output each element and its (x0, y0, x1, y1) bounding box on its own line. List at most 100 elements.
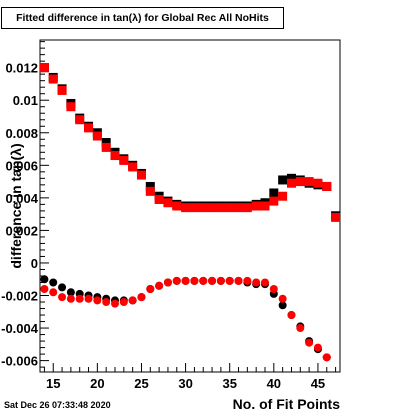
data-point-square (48, 74, 58, 84)
data-point-square (286, 178, 296, 188)
data-point-circle (128, 296, 137, 305)
x-tick-label: 40 (267, 376, 281, 391)
x-tick-label: 35 (222, 376, 236, 391)
data-point-circle (155, 281, 164, 290)
data-points (39, 63, 341, 362)
data-point-square (225, 203, 235, 213)
data-point-circle (225, 276, 234, 285)
data-point-circle (49, 288, 58, 297)
x-tick-label: 15 (46, 376, 60, 391)
data-point-square (92, 131, 102, 141)
data-point-square (242, 203, 252, 213)
data-point-square (84, 123, 94, 133)
data-point-square (163, 198, 173, 208)
data-point-circle (93, 296, 102, 305)
data-point-circle (40, 275, 49, 284)
data-point-square (207, 203, 217, 213)
data-point-circle (252, 278, 261, 287)
data-point-circle (66, 294, 75, 303)
data-point-circle (313, 343, 322, 352)
data-point-square (39, 63, 49, 73)
data-point-circle (216, 276, 225, 285)
data-point-square (251, 201, 261, 211)
data-point-circle (278, 301, 287, 310)
data-point-circle (84, 294, 93, 303)
data-point-circle (58, 283, 67, 292)
timestamp-label: Sat Dec 26 07:33:48 2020 (4, 400, 111, 410)
x-tick-label: 45 (311, 376, 325, 391)
data-point-circle (287, 311, 296, 320)
data-point-circle (234, 276, 243, 285)
x-tick-label: 25 (134, 376, 148, 391)
data-point-circle (305, 338, 314, 347)
data-point-circle (190, 276, 199, 285)
data-point-square (322, 181, 332, 191)
data-point-circle (119, 298, 128, 307)
data-point-circle (58, 293, 67, 302)
data-point-square (119, 155, 129, 165)
y-tick-label: -0.006 (1, 354, 38, 369)
x-tick-label: 30 (178, 376, 192, 391)
y-tick-label: 0.002 (5, 223, 38, 238)
data-point-circle (296, 324, 305, 333)
data-point-square (269, 196, 279, 206)
data-point-circle (322, 353, 331, 362)
data-point-circle (172, 276, 181, 285)
data-point-square (145, 181, 155, 191)
y-tick-label: 0.004 (5, 191, 38, 206)
x-tick-label: 20 (90, 376, 104, 391)
data-point-circle (137, 293, 146, 302)
data-point-square (101, 138, 111, 148)
axis-tick-labels: 15 20 25 30 35 40 45 -0.006 -0.004 -0.002 0 0.002 0.… (1, 61, 325, 391)
data-point-circle (163, 278, 172, 287)
y-tick-label: 0.01 (13, 93, 38, 108)
data-point-square (136, 170, 146, 180)
data-point-circle (261, 278, 269, 287)
data-point-square (66, 102, 76, 112)
y-tick-label: 0.008 (5, 126, 38, 141)
data-point-circle (269, 285, 278, 293)
chart-title: Fitted difference in tan(λ) for Global R… (1, 7, 284, 29)
data-point-circle (278, 294, 287, 303)
data-point-square (198, 203, 208, 213)
data-point-square (181, 203, 191, 213)
data-point-square (128, 162, 138, 172)
data-point-circle (181, 276, 190, 285)
data-point-square (304, 177, 314, 187)
data-point-circle (66, 288, 75, 297)
data-point-square (75, 115, 85, 125)
data-point-square (189, 203, 199, 213)
data-point-circle (146, 285, 155, 293)
y-axis-label: difference in tan(λ) (8, 143, 24, 268)
data-point-square (313, 178, 323, 188)
data-point-square (331, 212, 341, 222)
data-point-square (145, 186, 155, 196)
data-point-square (278, 191, 288, 201)
plot-frame (39, 39, 341, 373)
data-point-square (269, 188, 279, 198)
data-point-circle (243, 276, 252, 285)
data-point-square (172, 201, 182, 211)
data-point-square (57, 85, 67, 95)
y-tick-label: -0.004 (1, 321, 39, 336)
data-point-circle (111, 299, 119, 308)
data-point-circle (208, 276, 217, 285)
axis-ticks (40, 41, 337, 372)
data-point-square (216, 203, 226, 213)
data-point-square (295, 177, 305, 187)
data-point-square (110, 151, 120, 161)
data-point-circle (40, 285, 49, 293)
data-point-square (278, 175, 288, 185)
data-point-circle (75, 294, 84, 303)
data-point-square (286, 173, 296, 183)
y-tick-label: 0.006 (5, 158, 38, 173)
data-point-circle (49, 278, 58, 287)
y-tick-label: -0.002 (1, 289, 38, 304)
data-point-circle (199, 276, 208, 285)
data-point-square (234, 203, 244, 213)
data-point-square (101, 142, 111, 152)
data-point-square (260, 201, 270, 211)
data-point-circle (102, 298, 111, 307)
data-point-square (154, 194, 164, 204)
